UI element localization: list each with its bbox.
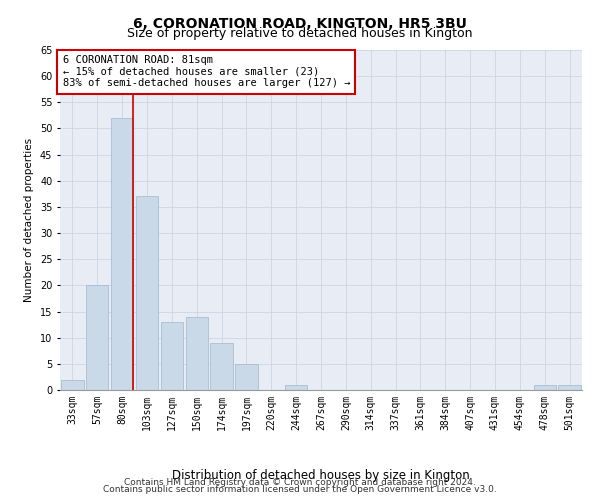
Bar xyxy=(235,364,257,390)
Bar xyxy=(86,286,109,390)
Bar xyxy=(136,196,158,390)
Y-axis label: Number of detached properties: Number of detached properties xyxy=(25,138,34,302)
Text: 6, CORONATION ROAD, KINGTON, HR5 3BU: 6, CORONATION ROAD, KINGTON, HR5 3BU xyxy=(133,18,467,32)
Bar xyxy=(111,118,133,390)
Bar xyxy=(61,380,83,390)
Bar xyxy=(185,317,208,390)
Text: Contains public sector information licensed under the Open Government Licence v3: Contains public sector information licen… xyxy=(103,486,497,494)
Bar xyxy=(285,385,307,390)
Text: Size of property relative to detached houses in Kington: Size of property relative to detached ho… xyxy=(127,28,473,40)
Bar xyxy=(533,385,556,390)
X-axis label: Distribution of detached houses by size in Kington: Distribution of detached houses by size … xyxy=(172,469,470,482)
Bar xyxy=(161,322,183,390)
Text: 6 CORONATION ROAD: 81sqm
← 15% of detached houses are smaller (23)
83% of semi-d: 6 CORONATION ROAD: 81sqm ← 15% of detach… xyxy=(62,55,350,88)
Bar xyxy=(211,343,233,390)
Bar xyxy=(559,385,581,390)
Text: Contains HM Land Registry data © Crown copyright and database right 2024.: Contains HM Land Registry data © Crown c… xyxy=(124,478,476,487)
